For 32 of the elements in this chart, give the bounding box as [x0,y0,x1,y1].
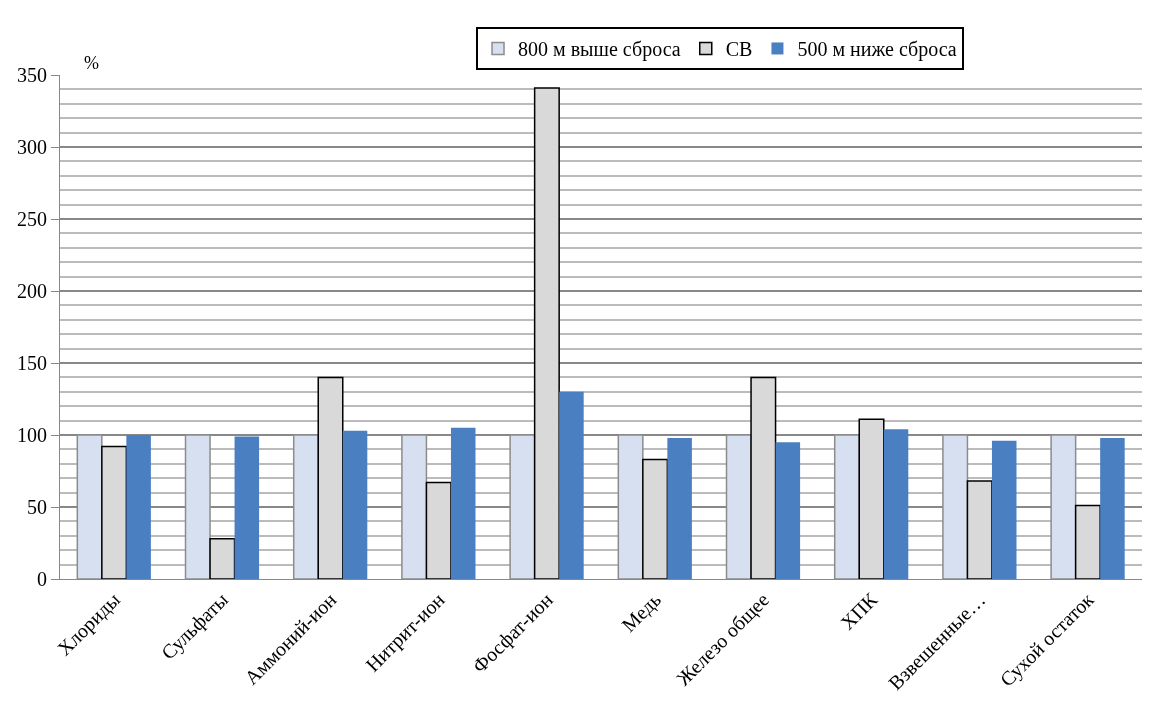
bar [533,87,560,579]
y-tick-label: 50 [27,496,47,518]
y-tick-label: 0 [37,568,47,590]
bar [966,480,993,579]
legend-label: 800 м выше сброса [518,38,681,62]
bar [450,427,476,579]
bar [234,436,260,579]
y-tick-label: 100 [17,424,47,446]
bar [1100,437,1125,579]
bar [209,537,236,579]
bar [642,458,669,579]
bar [126,435,151,579]
legend-label: 500 м ниже сброса [797,38,957,62]
bar [775,442,801,579]
bar [425,481,452,579]
bar [883,429,909,579]
bar [342,430,368,579]
bar [991,440,1017,579]
bar [317,376,344,579]
y-tick-label: 200 [17,280,47,302]
bar [1074,504,1101,579]
y-tick-label: 250 [17,208,47,230]
bar [667,437,692,579]
bar [559,391,584,579]
y-tick-label: 150 [17,352,47,374]
bar [750,376,777,579]
bar [858,418,885,579]
legend-label: СВ [725,38,753,61]
y-tick-label: 350 [17,64,47,86]
y-tick-label: 300 [17,136,47,158]
bar [101,445,128,579]
y-axis-title: % [84,53,99,73]
